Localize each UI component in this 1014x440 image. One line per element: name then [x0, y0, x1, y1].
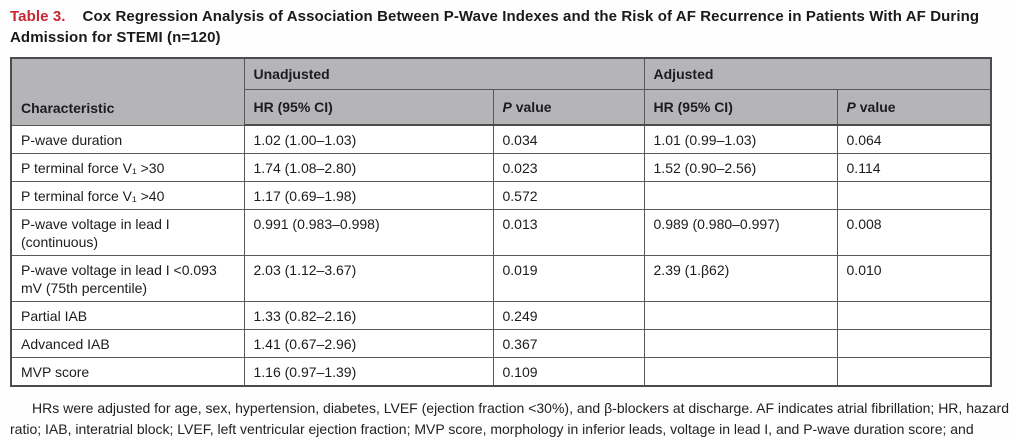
- p-italic: P: [502, 98, 512, 115]
- table-row: Advanced IAB 1.41 (0.67–2.96) 0.367: [10, 329, 992, 358]
- cell-characteristic: P-wave duration: [10, 124, 245, 154]
- cell-characteristic: P-wave voltage in lead I <0.093 mV (75th…: [10, 255, 245, 302]
- cell-hr-adjusted: 1.52 (0.90–2.56): [643, 153, 838, 182]
- cell-characteristic: P-wave voltage in lead I (continuous): [10, 209, 245, 256]
- header-adjusted: Adjusted: [643, 57, 992, 90]
- cell-hr-unadjusted: 1.74 (1.08–2.80): [243, 153, 494, 182]
- cell-hr-adjusted: [643, 301, 838, 330]
- cell-characteristic: MVP score: [10, 357, 245, 387]
- table-title: Table 3. Cox Regression Analysis of Assoc…: [10, 6, 1005, 48]
- table-title-text: Cox Regression Analysis of Association B…: [10, 8, 980, 46]
- cell-p-unadjusted: 0.367: [492, 329, 645, 358]
- cell-hr-adjusted: 0.989 (0.980–0.997): [643, 209, 838, 256]
- cell-characteristic: P terminal force V₁ >40: [10, 181, 245, 210]
- cell-hr-adjusted: [643, 329, 838, 358]
- cell-p-adjusted: [836, 181, 992, 210]
- table-row: P-wave duration 1.02 (1.00–1.03) 0.034 1…: [10, 124, 992, 154]
- cell-p-adjusted: [836, 357, 992, 387]
- header-unadjusted: Unadjusted: [243, 57, 645, 90]
- hr-ci-label: HR (95% CI): [253, 98, 333, 115]
- cell-p-unadjusted: 0.249: [492, 301, 645, 330]
- cell-characteristic: P terminal force V₁ >30: [10, 153, 245, 182]
- header-characteristic: Characteristic: [10, 57, 245, 126]
- header-p-adjusted: P value: [836, 88, 992, 126]
- table-row: P terminal force V₁ >30 1.74 (1.08–2.80)…: [10, 153, 992, 182]
- header-hr-adjusted: HR (95% CI): [643, 88, 838, 126]
- cell-p-adjusted: [836, 301, 992, 330]
- header-p-unadjusted: P value: [492, 88, 645, 126]
- cell-p-adjusted: 0.008: [836, 209, 992, 256]
- cell-hr-adjusted: 1.01 (0.99–1.03): [643, 124, 838, 154]
- cell-p-unadjusted: 0.023: [492, 153, 645, 182]
- header-group-row: Characteristic Unadjusted Adjusted: [10, 57, 992, 126]
- cell-hr-unadjusted: 1.02 (1.00–1.03): [243, 124, 494, 154]
- table-row: P-wave voltage in lead I <0.093 mV (75th…: [10, 255, 992, 302]
- cell-p-adjusted: 0.114: [836, 153, 992, 182]
- table-footnote: HRs were adjusted for age, sex, hyperten…: [10, 400, 1009, 437]
- p-italic: P: [846, 98, 856, 115]
- header-sub-row: HR (95% CI) P value HR (95% CI) P value: [11, 88, 992, 126]
- cell-characteristic: Advanced IAB: [10, 329, 245, 358]
- p-rest: value: [855, 98, 896, 115]
- table-number-label: Table 3.: [10, 8, 66, 25]
- cell-hr-unadjusted: 1.16 (0.97–1.39): [243, 357, 494, 387]
- cell-hr-unadjusted: 0.991 (0.983–0.998): [243, 209, 494, 256]
- cell-characteristic: Partial IAB: [10, 301, 245, 330]
- cell-p-unadjusted: 0.019: [492, 255, 645, 302]
- cell-p-unadjusted: 0.109: [492, 357, 645, 387]
- table-row: P terminal force V₁ >40 1.17 (0.69–1.98)…: [10, 181, 992, 210]
- p-rest: value: [511, 98, 552, 115]
- header-hr-unadjusted: HR (95% CI): [243, 88, 494, 126]
- hr-ci-label: HR (95% CI): [653, 98, 733, 115]
- cell-hr-unadjusted: 2.03 (1.12–3.67): [243, 255, 494, 302]
- cell-p-unadjusted: 0.013: [492, 209, 645, 256]
- cell-hr-adjusted: 2.39 (1.β62): [643, 255, 838, 302]
- table-row: MVP score 1.16 (0.97–1.39) 0.109: [10, 357, 992, 387]
- table-row: P-wave voltage in lead I (continuous) 0.…: [10, 209, 992, 256]
- cell-hr-unadjusted: 1.17 (0.69–1.98): [243, 181, 494, 210]
- cell-p-adjusted: 0.064: [836, 124, 992, 154]
- cell-p-adjusted: [836, 329, 992, 358]
- cell-hr-unadjusted: 1.41 (0.67–2.96): [243, 329, 494, 358]
- cell-hr-adjusted: [643, 181, 838, 210]
- cell-hr-unadjusted: 1.33 (0.82–2.16): [243, 301, 494, 330]
- cox-regression-table: Characteristic Unadjusted Adjusted HR (9…: [10, 57, 993, 387]
- cell-p-unadjusted: 0.034: [492, 124, 645, 154]
- table-row: Partial IAB 1.33 (0.82–2.16) 0.249: [10, 301, 992, 330]
- cell-p-adjusted: 0.010: [836, 255, 992, 302]
- cell-p-unadjusted: 0.572: [492, 181, 645, 210]
- cell-hr-adjusted: [643, 357, 838, 387]
